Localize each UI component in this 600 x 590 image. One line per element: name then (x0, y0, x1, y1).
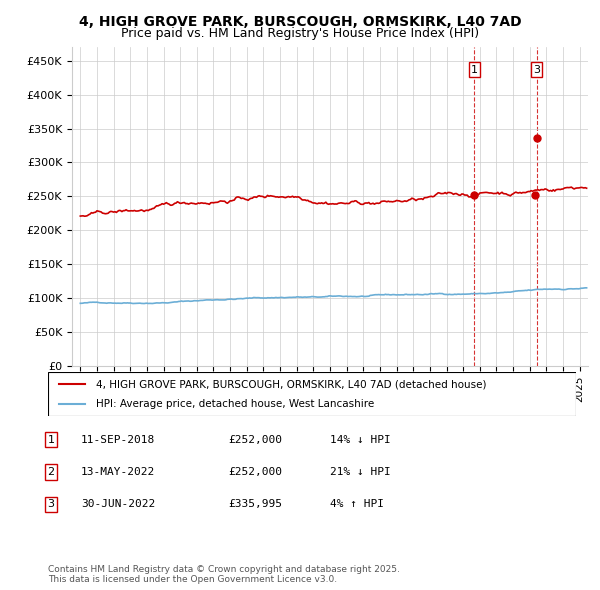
Text: £252,000: £252,000 (228, 467, 282, 477)
Text: £252,000: £252,000 (228, 435, 282, 444)
Text: 2: 2 (47, 467, 55, 477)
Text: 4, HIGH GROVE PARK, BURSCOUGH, ORMSKIRK, L40 7AD: 4, HIGH GROVE PARK, BURSCOUGH, ORMSKIRK,… (79, 15, 521, 29)
Text: 14% ↓ HPI: 14% ↓ HPI (330, 435, 391, 444)
Text: 3: 3 (47, 500, 55, 509)
Text: 13-MAY-2022: 13-MAY-2022 (81, 467, 155, 477)
Text: Contains HM Land Registry data © Crown copyright and database right 2025.
This d: Contains HM Land Registry data © Crown c… (48, 565, 400, 584)
Text: 1: 1 (47, 435, 55, 444)
Text: Price paid vs. HM Land Registry's House Price Index (HPI): Price paid vs. HM Land Registry's House … (121, 27, 479, 40)
Text: 3: 3 (533, 64, 540, 74)
Text: 21% ↓ HPI: 21% ↓ HPI (330, 467, 391, 477)
Text: HPI: Average price, detached house, West Lancashire: HPI: Average price, detached house, West… (95, 399, 374, 408)
Text: 11-SEP-2018: 11-SEP-2018 (81, 435, 155, 444)
Text: 1: 1 (471, 64, 478, 74)
Text: 4% ↑ HPI: 4% ↑ HPI (330, 500, 384, 509)
Text: 4, HIGH GROVE PARK, BURSCOUGH, ORMSKIRK, L40 7AD (detached house): 4, HIGH GROVE PARK, BURSCOUGH, ORMSKIRK,… (95, 379, 486, 389)
Text: £335,995: £335,995 (228, 500, 282, 509)
FancyBboxPatch shape (48, 372, 576, 416)
Text: 30-JUN-2022: 30-JUN-2022 (81, 500, 155, 509)
